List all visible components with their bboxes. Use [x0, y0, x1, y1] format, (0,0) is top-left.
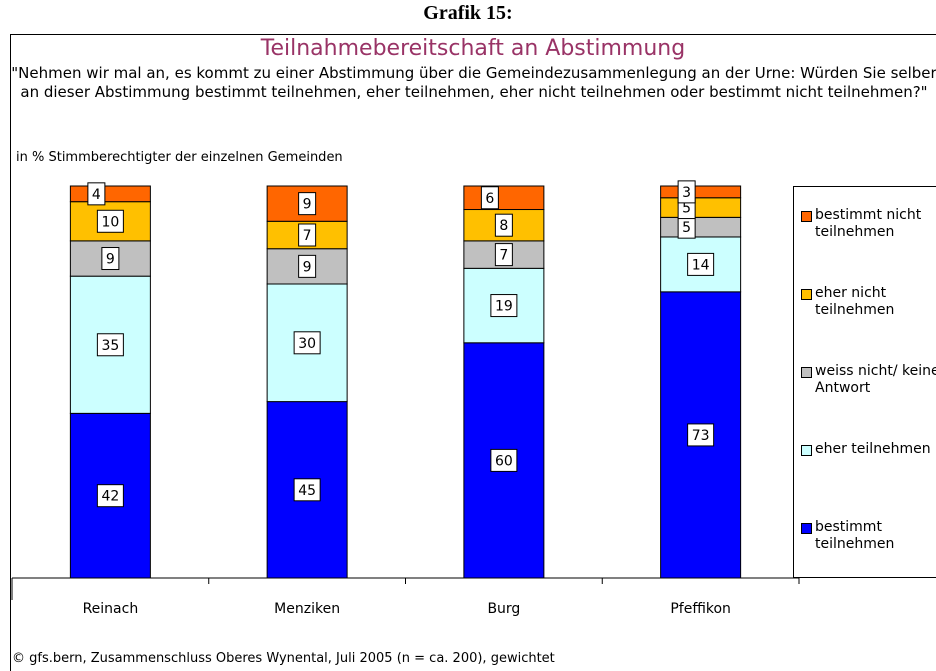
- legend-label: eher teilnehmen: [815, 441, 931, 457]
- data-label-box: [298, 192, 317, 216]
- data-label-box: [677, 180, 696, 204]
- legend-item: eher teilnehmen: [801, 441, 936, 458]
- data-label: 14: [692, 257, 710, 273]
- data-label-box: [490, 448, 518, 472]
- data-label-box: [480, 186, 499, 210]
- x-tick-label: Reinach: [83, 601, 139, 617]
- data-label: 9: [303, 197, 312, 213]
- data-label: 30: [298, 336, 316, 352]
- legend-item: bestimmt teilnehmen: [801, 519, 936, 553]
- data-label: 8: [499, 218, 508, 234]
- x-tick-label: Burg: [487, 601, 520, 617]
- x-tick-label: Pfeffikon: [670, 601, 731, 617]
- data-label: 5: [682, 201, 691, 217]
- data-label: 60: [495, 453, 513, 469]
- data-label-box: [96, 484, 124, 508]
- legend-label: bestimmt nicht teilnehmen: [815, 207, 922, 240]
- data-label: 19: [495, 299, 513, 315]
- subtitle: "Nehmen wir mal an, es kommt zu einer Ab…: [11, 64, 936, 101]
- data-label-box: [293, 331, 321, 355]
- footer: © gfs.bern, Zusammenschluss Oberes Wynen…: [12, 651, 555, 666]
- frame: [10, 34, 936, 671]
- legend-item: eher nicht teilnehmen: [801, 285, 936, 319]
- data-label-box: [298, 254, 317, 278]
- legend: bestimmt teilnehmen eher teilnehmen weiss …: [793, 186, 936, 578]
- data-label: 7: [303, 228, 312, 244]
- data-label-box: [96, 209, 124, 233]
- heading: Grafik 15:: [423, 2, 513, 24]
- data-label: 9: [106, 252, 115, 268]
- data-label-box: [494, 243, 513, 267]
- data-label: 5: [682, 220, 691, 236]
- data-label: 10: [101, 214, 119, 230]
- legend-swatch: [801, 289, 812, 300]
- data-label: 9: [303, 259, 312, 275]
- data-label: 45: [298, 483, 316, 499]
- legend-swatch: [801, 367, 812, 378]
- x-tick-label: Menziken: [274, 601, 340, 617]
- data-label: 3: [682, 185, 691, 201]
- data-label-box: [298, 223, 317, 247]
- legend-label: eher nicht teilnehmen: [815, 285, 895, 318]
- data-label-box: [96, 333, 124, 357]
- data-label: 42: [101, 489, 119, 505]
- legend-label: weiss nicht/ keine Antwort: [815, 363, 936, 396]
- data-label-box: [293, 478, 321, 502]
- data-label: 6: [485, 191, 494, 207]
- data-label-box: [87, 182, 106, 206]
- bar-segment: [69, 185, 151, 203]
- y-label: in % Stimmberechtigter der einzelnen Gem…: [16, 150, 343, 165]
- data-label-box: [490, 294, 518, 318]
- data-label: 73: [692, 428, 710, 444]
- legend-swatch: [801, 211, 812, 222]
- bar-segment: [463, 185, 545, 211]
- legend-item: bestimmt nicht teilnehmen: [801, 207, 936, 241]
- bar-segment: [660, 197, 742, 218]
- data-label-box: [494, 213, 513, 237]
- data-label-box: [687, 423, 715, 447]
- data-label-box: [687, 252, 715, 276]
- data-label: 7: [499, 248, 508, 264]
- legend-item: weiss nicht/ keine Antwort: [801, 363, 936, 397]
- data-label: 4: [92, 187, 101, 203]
- legend-label: bestimmt teilnehmen: [815, 519, 895, 552]
- legend-swatch: [801, 445, 812, 456]
- legend-swatch: [801, 523, 812, 534]
- data-label-box: [101, 247, 120, 271]
- data-label: 35: [101, 338, 119, 354]
- bar-segment: [660, 216, 742, 238]
- bar-segment: [660, 185, 742, 199]
- chart-title: Teilnahmebereitschaft an Abstimmung: [260, 36, 686, 61]
